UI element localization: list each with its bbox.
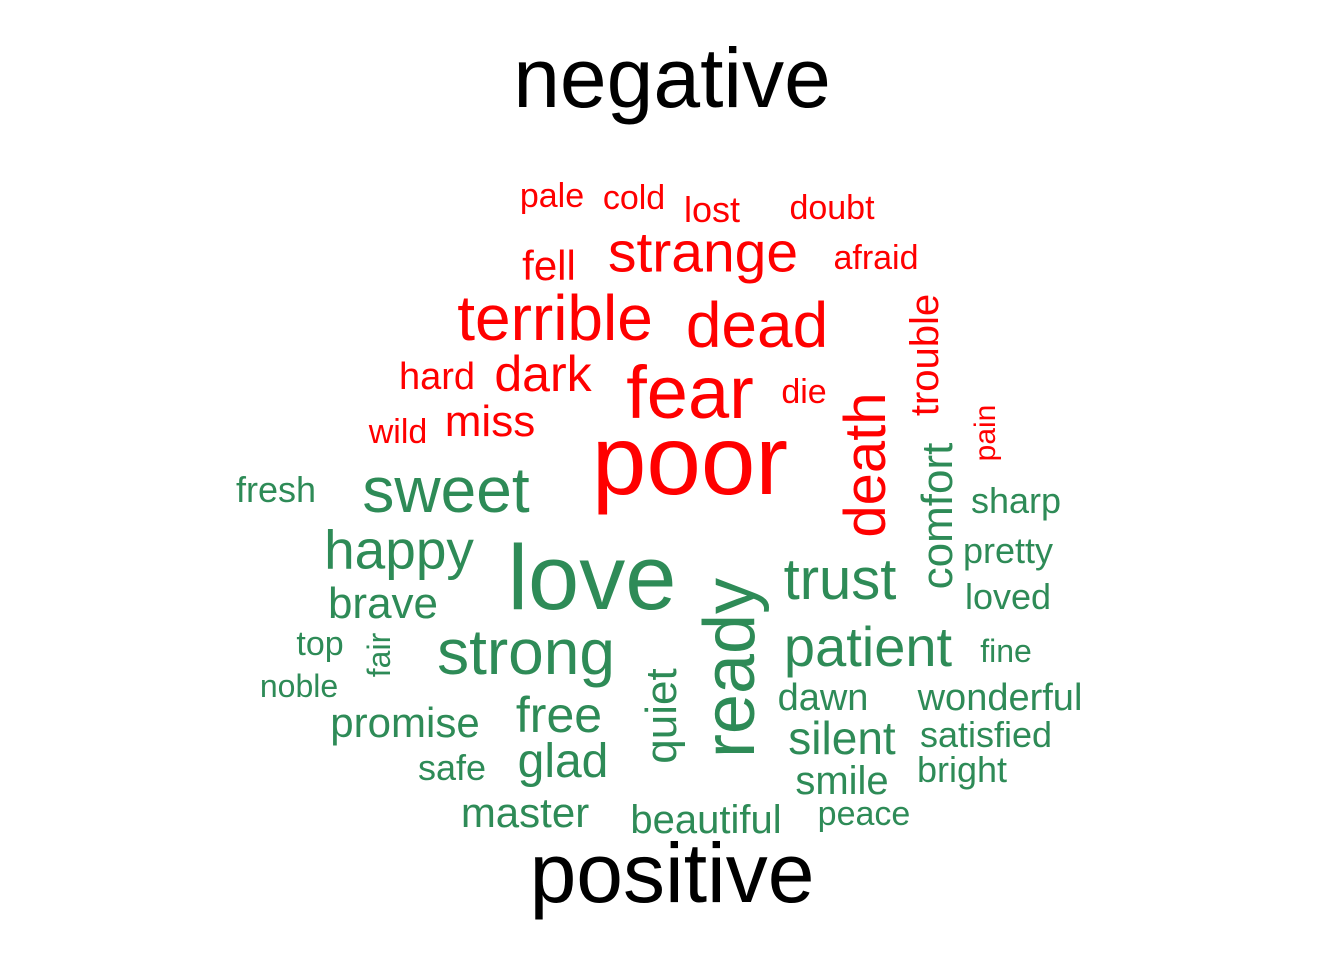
negative-word-wild: wild	[368, 413, 428, 451]
negative-word-lost: lost	[683, 189, 741, 230]
positive-word-patient: patient	[783, 615, 953, 678]
negative-word-die: die	[781, 373, 827, 411]
negative-word-death: death	[833, 392, 898, 538]
negative-word-dark: dark	[494, 346, 592, 402]
negative-word-terrible: terrible	[457, 282, 653, 354]
negative-word-pain: pain	[969, 404, 1002, 462]
positive-word-happy: happy	[324, 518, 474, 581]
positive-word-trust: trust	[783, 547, 897, 612]
positive-word-ready: ready	[690, 577, 770, 759]
negative-word-trouble: trouble	[903, 293, 947, 417]
positive-word-fair: fair	[361, 632, 397, 678]
positive-word-pretty: pretty	[962, 530, 1054, 571]
positive-word-safe: safe	[417, 747, 487, 788]
positive-word-free: free	[515, 687, 603, 743]
positive-word-love: love	[507, 527, 677, 629]
positive-word-top: top	[296, 625, 344, 663]
positive-word-sweet: sweet	[362, 454, 530, 526]
positive-word-silent: silent	[788, 712, 896, 764]
positive-word-fine: fine	[980, 633, 1032, 669]
positive-word-promise: promise	[330, 699, 480, 746]
positive-word-beautiful: beautiful	[630, 798, 782, 842]
negative-word-fear: fear	[626, 351, 754, 434]
negative-word-doubt: doubt	[789, 189, 875, 227]
negative-group-title: negative	[513, 31, 831, 125]
positive-word-peace: peace	[817, 795, 911, 833]
positive-word-dawn: dawn	[777, 677, 869, 719]
negative-word-dead: dead	[685, 289, 829, 361]
positive-word-master: master	[460, 789, 590, 836]
positive-word-strong: strong	[437, 616, 615, 688]
positive-word-fresh: fresh	[235, 469, 317, 510]
positive-word-smile: smile	[795, 759, 889, 803]
positive-word-quiet: quiet	[637, 668, 686, 764]
positive-word-brave: brave	[327, 579, 439, 628]
positive-word-comfort: comfort	[913, 442, 962, 590]
positive-word-glad: glad	[517, 735, 609, 788]
negative-word-hard: hard	[398, 356, 476, 398]
positive-word-noble: noble	[259, 668, 339, 704]
negative-word-miss: miss	[444, 397, 536, 446]
positive-word-wonderful: wonderful	[917, 677, 1083, 719]
positive-word-bright: bright	[916, 749, 1008, 790]
negative-word-pale: pale	[519, 177, 585, 215]
positive-word-sharp: sharp	[970, 480, 1062, 521]
negative-word-cold: cold	[602, 179, 666, 217]
negative-word-strange: strange	[607, 220, 799, 285]
negative-word-poor: poor	[591, 405, 789, 515]
positive-word-loved: loved	[964, 576, 1052, 617]
positive-word-satisfied: satisfied	[919, 714, 1053, 755]
negative-word-afraid: afraid	[833, 239, 919, 277]
negative-word-fell: fell	[522, 242, 576, 289]
positive-group-title: positive	[529, 826, 815, 920]
